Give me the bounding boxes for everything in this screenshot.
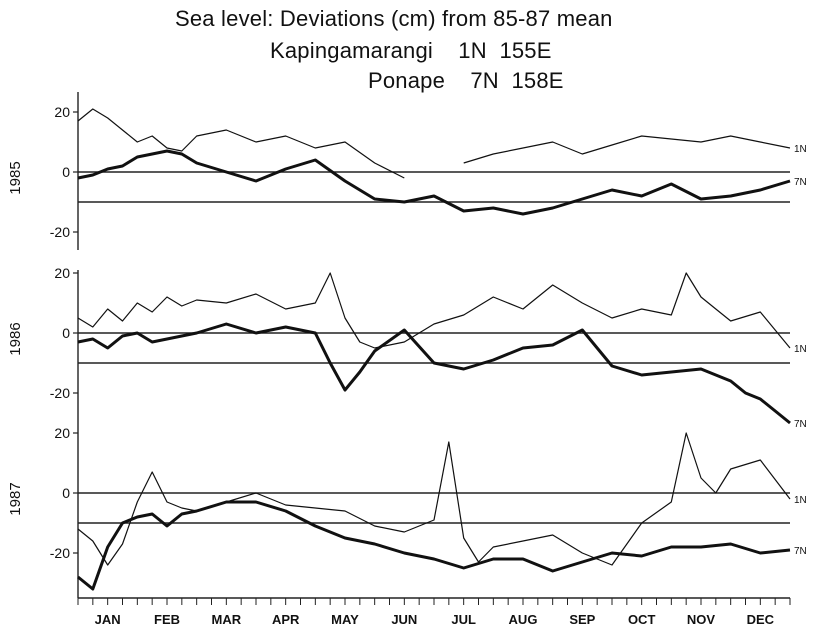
x-month-label: MAY — [331, 612, 359, 627]
y-tick-label: 0 — [62, 485, 70, 501]
y-tick-label: 0 — [62, 164, 70, 180]
subtitle-lon-1: 155E — [499, 38, 552, 63]
series-line-7n — [77, 500, 791, 591]
series-line-1n — [77, 432, 791, 566]
x-month-label: DEC — [747, 612, 775, 627]
series-tag-7n: 7N — [794, 546, 807, 557]
series-line-1n — [77, 108, 791, 179]
y-tick-label: -20 — [50, 545, 70, 561]
subtitle-line-2: Ponape 7N 158E — [368, 68, 564, 94]
year-label: 1987 — [7, 482, 24, 515]
subtitle-station-1: Kapingamarangi — [270, 38, 434, 63]
y-tick-label: -20 — [50, 224, 70, 240]
subtitle-line-1: Kapingamarangi 1N 155E — [270, 38, 552, 64]
series-line-1n — [77, 272, 791, 349]
y-tick-label: 20 — [54, 425, 70, 441]
subtitle-lat-1: 1N — [458, 38, 487, 63]
y-tick-label: 0 — [62, 325, 70, 341]
year-label: 1985 — [7, 161, 24, 194]
series-tag-1n: 1N — [794, 495, 807, 506]
x-month-label: JUN — [391, 612, 417, 627]
x-month-label: MAR — [212, 612, 242, 627]
series-tag-1n: 1N — [794, 344, 807, 355]
x-month-label: APR — [272, 612, 300, 627]
series-tag-7n: 7N — [794, 419, 807, 430]
x-month-label: JUL — [451, 612, 476, 627]
x-month-label: FEB — [154, 612, 180, 627]
panel-1986: 20 0 -20 1986 1N 7N — [7, 265, 807, 430]
series-tag-1n: 1N — [794, 144, 807, 155]
x-month-label: NOV — [687, 612, 716, 627]
panel-1987: 20 0 -20 1987 1N 7N — [7, 425, 807, 598]
series-tag-7n: 7N — [794, 177, 807, 188]
series-line-7n — [77, 149, 791, 216]
subtitle-lon-2: 158E — [511, 68, 564, 93]
x-month-label: JAN — [95, 612, 121, 627]
y-tick-label: -20 — [50, 385, 70, 401]
subtitle-lat-2: 7N — [470, 68, 499, 93]
x-month-label: AUG — [509, 612, 538, 627]
x-month-label: SEP — [569, 612, 595, 627]
subtitle-station-2: Ponape — [368, 68, 446, 93]
x-month-label: OCT — [628, 612, 656, 627]
panel-1985: 20 0 -20 1985 1N 7N — [7, 92, 807, 250]
year-label: 1986 — [7, 322, 24, 355]
chart-title: Sea level: Deviations (cm) from 85-87 me… — [175, 6, 613, 31]
y-tick-label: 20 — [54, 104, 70, 120]
series-line-7n — [77, 322, 791, 425]
y-tick-label: 20 — [54, 265, 70, 281]
